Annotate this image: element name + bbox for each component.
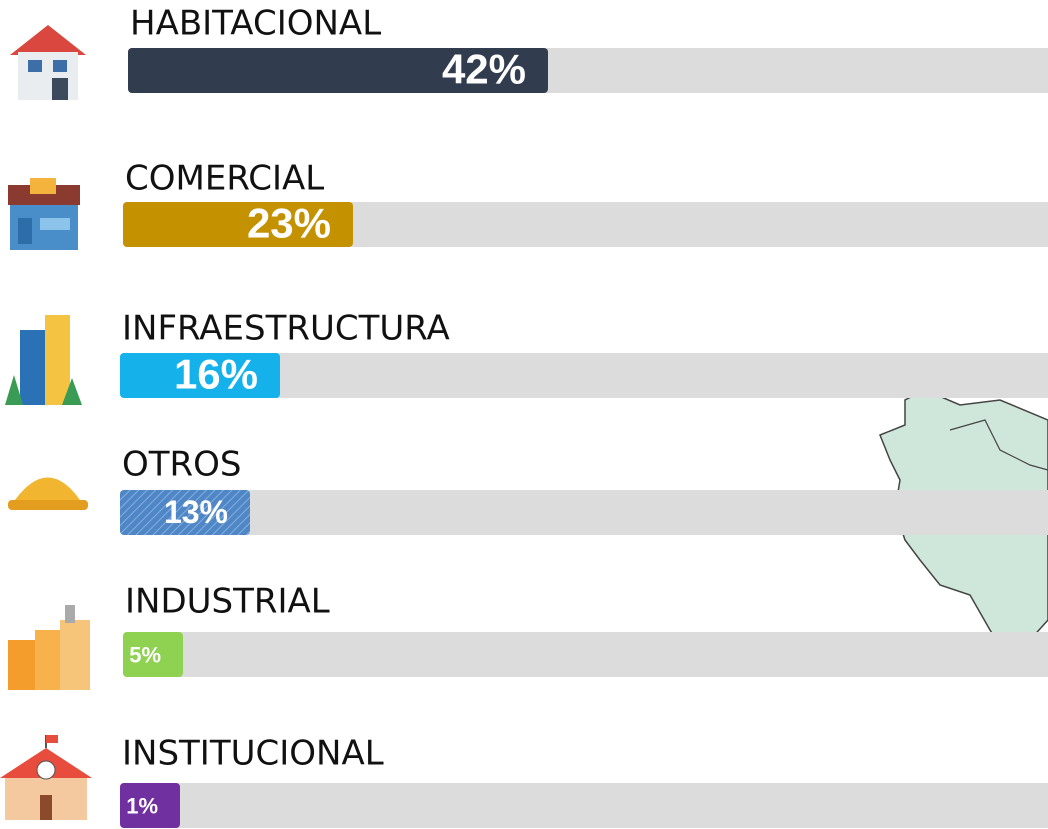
icon-factory [8,605,90,690]
category-label: INFRAESTRUCTURA [122,309,450,349]
map-border [949,419,1048,471]
value-label: 5% [129,642,161,667]
bar [128,48,548,93]
bar-track [120,353,1048,398]
icon-school [0,735,92,820]
bar-track [123,632,1048,677]
icon-shop [8,178,80,250]
bar-track [123,202,1048,247]
bar [120,783,180,828]
icon-house [10,25,86,100]
bar [120,353,280,398]
value-label: 23% [247,200,331,247]
category-label: COMERCIAL [125,159,324,199]
bar [120,490,250,535]
value-label: 42% [442,46,526,93]
value-label: 16% [174,351,258,398]
bar [123,632,183,677]
value-label: 1% [126,793,158,818]
category-label: OTROS [122,445,242,485]
icon-helmet [8,477,88,510]
category-label: INDUSTRIAL [125,582,330,622]
bar [123,202,353,247]
bar-track [120,783,1048,828]
category-label: INSTITUCIONAL [122,734,384,774]
category-label: HABITACIONAL [130,4,381,44]
icon-building [5,315,82,405]
value-label: 13% [164,494,228,530]
bar-track [120,490,1048,535]
